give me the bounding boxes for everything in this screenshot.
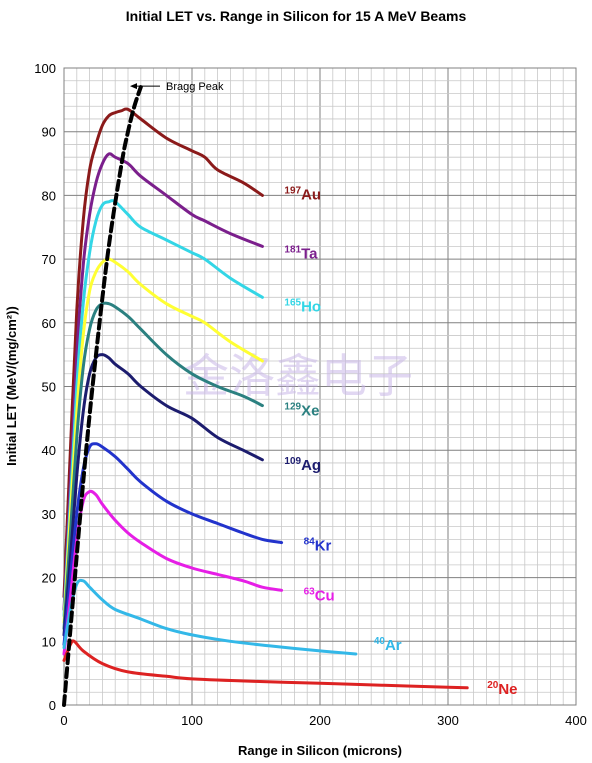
y-tick-label: 20 xyxy=(42,571,56,586)
series-label-xe: 129Xe xyxy=(284,402,319,420)
y-tick-label: 10 xyxy=(42,634,56,649)
y-tick-label: 40 xyxy=(42,443,56,458)
series-line-unlabeled xyxy=(62,257,264,624)
series-label-cu: 63Cu xyxy=(304,586,335,604)
y-tick-label: 30 xyxy=(42,507,56,522)
y-tick-label: 60 xyxy=(42,316,56,331)
x-tick-label: 400 xyxy=(565,713,587,728)
x-axis-label: Range in Silicon (microns) xyxy=(238,743,402,758)
series-lines xyxy=(62,85,469,707)
y-tick-label: 50 xyxy=(42,380,56,395)
series-line-ar xyxy=(62,578,358,656)
series-labels: 197Au 181Ta 165Ho 129Xe 109Ag 84Kr 63Cu 40Ar 20N… xyxy=(284,185,517,697)
series-label-ho: 165Ho xyxy=(284,297,321,315)
series-label-ag: 109Ag xyxy=(284,456,321,474)
y-axis-label: Initial LET (MeV/(mg/cm²)) xyxy=(4,306,19,466)
plot-frame xyxy=(63,67,577,706)
series-line-bragg-peak xyxy=(62,85,143,707)
chart-title: Initial LET vs. Range in Silicon for 15 … xyxy=(125,8,467,24)
series-label-ta: 181Ta xyxy=(284,244,318,262)
y-tick-label: 90 xyxy=(42,125,56,140)
series-line-ag xyxy=(62,353,264,637)
series-line-ho xyxy=(62,199,264,618)
x-tick-label: 300 xyxy=(437,713,459,728)
x-tick-label: 200 xyxy=(309,713,331,728)
y-tick-label: 80 xyxy=(42,188,56,203)
annotation-bragg-peak: Bragg Peak xyxy=(166,81,224,93)
series-line-ne xyxy=(62,639,469,690)
annotation-arrowhead xyxy=(130,83,137,90)
series-line-xe xyxy=(62,301,264,631)
series-label-kr: 84Kr xyxy=(304,537,332,555)
grid xyxy=(63,67,577,706)
series-label-ne: 20Ne xyxy=(487,680,517,698)
tick-labels: 0 100 200 300 400 0 10 20 30 40 50 60 70 80 90 100 xyxy=(34,61,587,728)
x-tick-label: 100 xyxy=(181,713,203,728)
annotations: Bragg Peak xyxy=(130,81,224,93)
series-line-au xyxy=(62,107,264,599)
y-tick-label: 100 xyxy=(34,61,56,76)
watermark: 金洛鑫电子 xyxy=(183,349,413,403)
series-line-ta xyxy=(62,152,264,611)
y-tick-label: 0 xyxy=(49,698,56,713)
series-label-ar: 40Ar xyxy=(374,636,402,654)
series-line-kr xyxy=(62,442,284,646)
x-tick-label: 0 xyxy=(60,713,67,728)
y-tick-label: 70 xyxy=(42,252,56,267)
series-label-au: 197Au xyxy=(284,185,321,203)
